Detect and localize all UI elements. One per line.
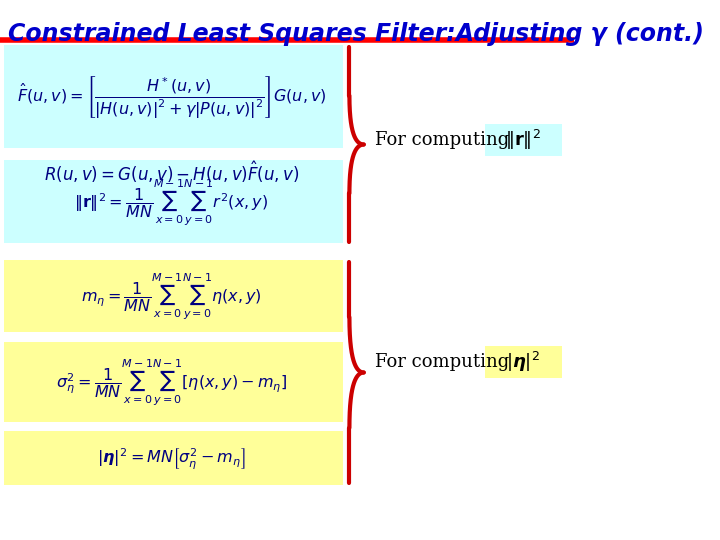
Text: $\|\mathbf{r}\|^2 = \dfrac{1}{MN}\sum_{x=0}^{M-1}\sum_{y=0}^{N-1}r^2(x,y)$: $\|\mathbf{r}\|^2 = \dfrac{1}{MN}\sum_{x… [74,178,269,228]
Text: Constrained Least Squares Filter:Adjusting γ (cont.): Constrained Least Squares Filter:Adjusti… [8,22,704,46]
FancyBboxPatch shape [485,124,562,156]
Text: $m_\eta = \dfrac{1}{MN}\sum_{x=0}^{M-1}\sum_{y=0}^{N-1}\eta(x,y)$: $m_\eta = \dfrac{1}{MN}\sum_{x=0}^{M-1}\… [81,272,262,322]
Text: $|\boldsymbol{\eta}|^2 = MN\left[\sigma_\eta^2 - m_\eta\right]$: $|\boldsymbol{\eta}|^2 = MN\left[\sigma_… [97,447,246,471]
Text: $|\boldsymbol{\eta}|^2$: $|\boldsymbol{\eta}|^2$ [506,350,540,374]
Text: For computing: For computing [375,131,509,149]
FancyBboxPatch shape [485,346,562,378]
Text: $\|\mathbf{r}\|^2$: $\|\mathbf{r}\|^2$ [505,128,541,152]
Text: $\sigma_\eta^2 = \dfrac{1}{MN}\sum_{x=0}^{M-1}\sum_{y=0}^{N-1}[\eta(x,y) - m_\et: $\sigma_\eta^2 = \dfrac{1}{MN}\sum_{x=0}… [56,357,287,408]
Text: $\hat{F}(u,v) = \left[\dfrac{H^*(u,v)}{|H(u,v)|^2 + \gamma|P(u,v)|^2}\right]G(u,: $\hat{F}(u,v) = \left[\dfrac{H^*(u,v)}{|… [17,74,326,120]
Text: For computing: For computing [375,353,509,371]
FancyBboxPatch shape [4,45,343,148]
FancyBboxPatch shape [4,342,343,422]
FancyBboxPatch shape [4,260,343,332]
FancyBboxPatch shape [4,160,343,243]
Text: $R(u,v) = G(u,v) - H(u,v)\hat{F}(u,v)$: $R(u,v) = G(u,v) - H(u,v)\hat{F}(u,v)$ [44,159,300,185]
FancyBboxPatch shape [4,431,343,485]
